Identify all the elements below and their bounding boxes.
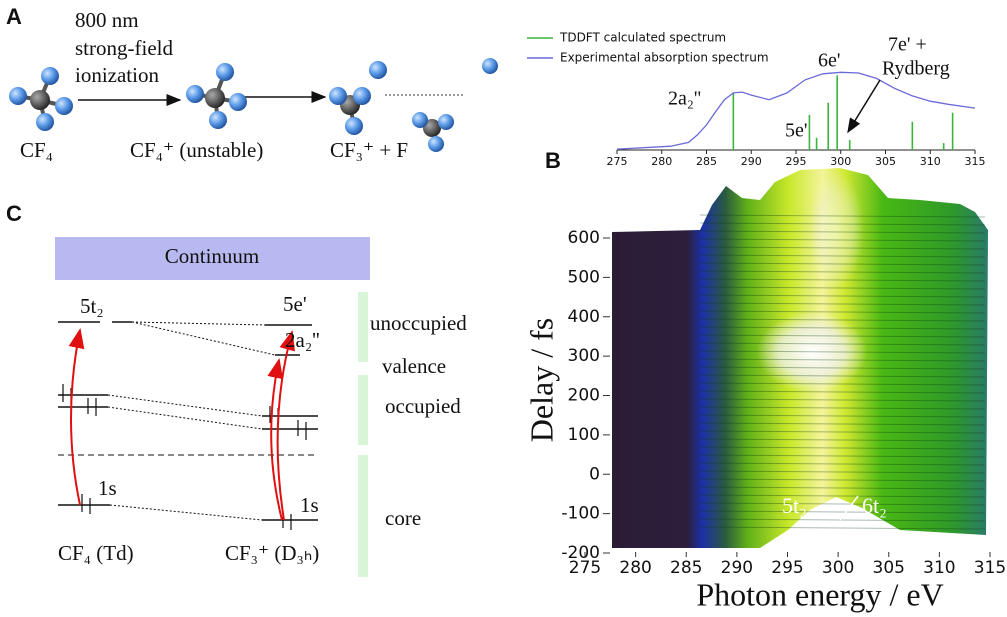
x-tick-label: 310 bbox=[923, 558, 955, 578]
ionization-label: 800 nm bbox=[75, 8, 139, 32]
x-tick-label: 295 bbox=[786, 155, 807, 168]
level-label: 5t₂ bbox=[80, 294, 104, 318]
annotation: 5t₂ bbox=[782, 493, 807, 518]
correlation-lines bbox=[107, 321, 276, 521]
x-tick-label: 305 bbox=[873, 558, 905, 578]
y-tick-label: -200 bbox=[561, 543, 600, 563]
group-label: unoccupied bbox=[370, 311, 467, 335]
annotation: 7e' + bbox=[888, 34, 927, 56]
group-label: occupied bbox=[385, 394, 461, 418]
annotation: Rydberg bbox=[882, 58, 950, 80]
ionization-label: strong-field bbox=[75, 36, 173, 60]
molecule bbox=[186, 61, 387, 129]
symmetry-label: CF₄ (Td) bbox=[58, 541, 134, 565]
spectrum-line bbox=[616, 71, 976, 150]
panel-label: C bbox=[6, 201, 22, 226]
annotation: 2a₂'' bbox=[668, 88, 701, 110]
legend-label: TDDFT calculated spectrum bbox=[559, 31, 726, 45]
x-tick-label: 310 bbox=[920, 155, 941, 168]
annotation: 5e' bbox=[785, 120, 807, 142]
x-tick-label: 315 bbox=[965, 155, 986, 168]
x-tick-label: 315 bbox=[974, 558, 1006, 578]
x-tick-label: 305 bbox=[875, 155, 896, 168]
y-tick-label: 400 bbox=[568, 307, 600, 327]
continuum-label: Continuum bbox=[165, 244, 260, 268]
continuum-box bbox=[55, 237, 370, 280]
level-label: 2a₂'' bbox=[285, 328, 320, 352]
y-tick-label: -100 bbox=[561, 504, 600, 524]
x-axis-label: Photon energy / eV bbox=[696, 576, 943, 612]
symmetry-label: CF₃⁺ (D₃ₕ) bbox=[225, 541, 319, 565]
annotation: 6e' bbox=[818, 50, 840, 72]
x-tick-label: 290 bbox=[741, 155, 762, 168]
x-tick-label: 280 bbox=[619, 558, 651, 578]
y-tick-label: 600 bbox=[568, 228, 600, 248]
divider bbox=[839, 495, 859, 521]
annotation-arrow bbox=[847, 79, 881, 134]
panel-label: A bbox=[6, 4, 22, 29]
level-label: 5e' bbox=[283, 292, 307, 316]
x-tick-label: 300 bbox=[830, 155, 851, 168]
y-tick-label: 500 bbox=[568, 267, 600, 287]
panel-label: B bbox=[545, 148, 561, 173]
x-tick-label: 280 bbox=[651, 155, 672, 168]
y-tick-label: 200 bbox=[568, 386, 600, 406]
level-label: 1s bbox=[98, 476, 117, 500]
x-tick-label: 275 bbox=[607, 155, 628, 168]
molecule bbox=[9, 67, 73, 131]
x-tick-label: 300 bbox=[822, 558, 854, 578]
species-label: CF₄⁺ (unstable) bbox=[130, 138, 263, 162]
y-tick-label: 100 bbox=[568, 425, 600, 445]
x-tick-label: 275 bbox=[569, 558, 601, 578]
annotation: 6t₂ bbox=[862, 493, 887, 518]
molecule bbox=[329, 87, 371, 135]
y-axis-label: Delay / fs bbox=[523, 318, 559, 442]
x-tick-label: 285 bbox=[696, 155, 717, 168]
surface-plot bbox=[612, 168, 988, 548]
group-label: core bbox=[385, 506, 421, 530]
species-label: CF₄ bbox=[20, 138, 53, 162]
transition-arrows bbox=[68, 328, 295, 521]
molecule bbox=[412, 58, 498, 152]
ionization-label: ionization bbox=[75, 63, 159, 87]
x-tick-label: 285 bbox=[670, 558, 702, 578]
legend-label: Experimental absorption spectrum bbox=[560, 51, 769, 65]
group-bar bbox=[358, 375, 368, 445]
y-tick-label: 300 bbox=[568, 346, 600, 366]
x-tick-label: 295 bbox=[771, 558, 803, 578]
level-label: 1s bbox=[300, 493, 319, 517]
group-label: valence bbox=[382, 354, 446, 378]
group-bar bbox=[358, 292, 368, 362]
group-bar bbox=[358, 455, 368, 577]
y-tick-label: 0 bbox=[589, 464, 600, 484]
x-tick-label: 290 bbox=[721, 558, 753, 578]
species-label: CF₃⁺ + F bbox=[330, 138, 408, 162]
